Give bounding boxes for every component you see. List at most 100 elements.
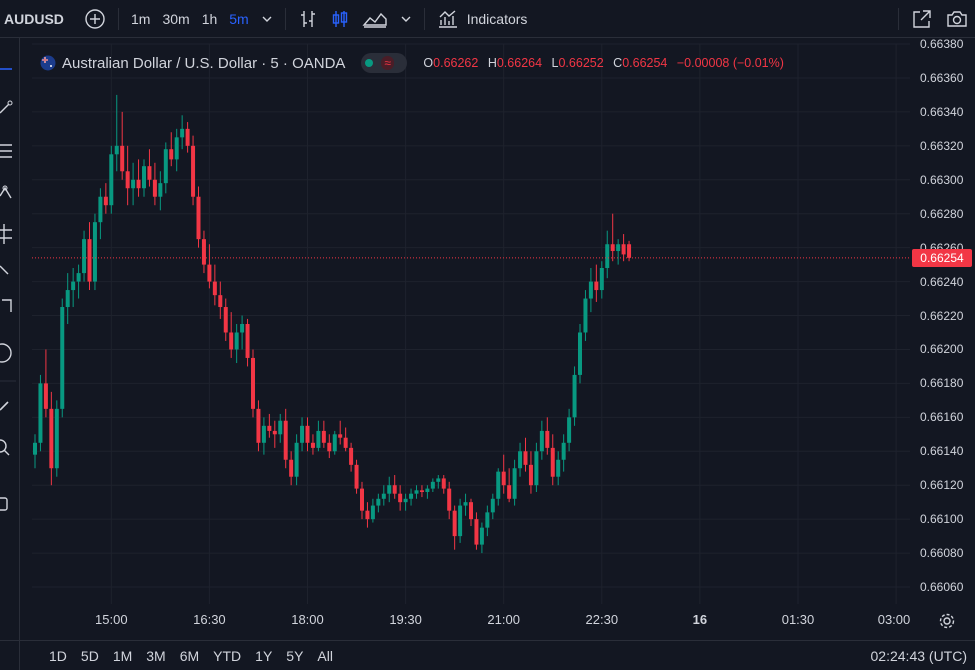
candle [180,115,185,150]
range-1m[interactable]: 1M [112,647,133,664]
interval-1m[interactable]: 1m [131,10,151,27]
candle [479,522,484,554]
candle [300,417,305,452]
candle [360,481,364,520]
chevron-down-icon[interactable] [255,0,279,38]
price-chart[interactable] [0,0,975,640]
range-3m[interactable]: 3M [146,647,166,664]
candle [343,427,348,452]
time-tick-label: 22:30 [585,612,619,627]
candle [469,498,473,526]
range-all[interactable]: All [317,647,333,664]
candle [441,475,446,494]
bottom-toolbar: 1D 5D 1M 3M 6M YTD 1Y 5Y All 02:24:43 (U… [0,640,975,670]
fullscreen-icon[interactable] [905,0,939,38]
candle [370,498,375,523]
time-tick-label: 18:00 [291,612,324,627]
chevron-down-icon[interactable] [394,0,418,38]
candle [316,420,321,452]
zoom-icon[interactable] [0,439,10,456]
candle [485,505,490,537]
interval-30m[interactable]: 30m [162,10,190,27]
au-flag-icon [40,55,56,71]
change-value: −0.00008 (−0.01%) [676,56,784,70]
candle [556,451,561,486]
candle [327,434,332,459]
candle [545,417,550,455]
candle-body [627,244,632,258]
candle-body [234,332,239,350]
candle-body [567,417,572,443]
candle [490,493,495,520]
price-tick-label: 0.66280 [920,206,964,221]
time-axis[interactable]: 15:00 16:30 18:00 19:30 21:00 22:30 16 01:30 03:… [32,604,910,634]
time-tick-label: 01:30 [781,612,815,627]
candle-body [54,408,59,469]
camera-icon[interactable] [939,0,975,38]
lock-icon[interactable] [0,497,8,511]
candle [240,315,245,350]
candle-body [441,478,446,489]
interval-5m[interactable]: 5m [229,10,249,27]
bar-chart-icon[interactable] [292,0,324,38]
symbol-search[interactable]: AUDUSD [4,10,64,27]
candle [196,186,201,248]
emoji-icon[interactable] [0,343,12,363]
add-symbol-icon[interactable] [78,0,112,38]
candle [550,434,555,486]
indicators-button[interactable]: Indicators [466,10,528,27]
candle [43,349,48,418]
candle-body [272,430,277,435]
settings-gear-icon[interactable] [938,612,956,630]
candle [234,324,239,364]
brush-icon[interactable] [0,265,9,275]
projection-icon[interactable] [0,224,12,244]
candle [518,442,523,477]
text-icon[interactable] [2,299,12,312]
high-value: 0.66264 [496,56,543,70]
candle [163,142,168,194]
candle [349,442,354,472]
candle-body [474,519,479,545]
candle-body [332,434,337,452]
utc-clock[interactable]: 02:24:43 (UTC) [870,647,967,664]
candle-body [147,166,152,180]
range-5y[interactable]: 5Y [286,647,304,664]
candle-body [174,137,179,160]
candle [512,459,517,506]
candle [387,476,392,503]
candles [33,94,632,554]
candle [534,442,539,492]
candle [578,324,582,384]
market-status-pill[interactable]: ≈ [361,53,408,73]
time-tick-label: 15:00 [95,612,128,627]
current-price-tag: 0.66254 [912,248,972,267]
indicators-icon[interactable] [431,0,465,38]
candle-body [251,357,255,409]
range-1d[interactable]: 1D [49,647,67,664]
candle-body [163,149,168,184]
range-ytd[interactable]: YTD [213,647,242,664]
range-5d[interactable]: 5D [80,647,99,664]
trend-line-icon[interactable] [0,100,13,114]
candles-icon[interactable] [324,0,356,38]
candle [539,420,544,460]
candle-body [261,425,266,443]
price-axis[interactable]: 0.66060 0.66080 0.66100 0.66120 0.66140 0.661… [910,37,975,638]
area-chart-icon[interactable] [356,0,394,38]
candle-body [572,374,577,418]
low-value: 0.66252 [558,56,604,70]
fib-icon[interactable] [0,144,12,158]
candle-body [518,451,523,469]
candle [621,234,626,262]
range-6m[interactable]: 6M [179,647,200,664]
candle [447,481,452,520]
candle-body [409,493,414,499]
candle [169,132,174,167]
ruler-icon[interactable] [0,401,9,411]
pattern-icon[interactable] [0,185,12,199]
range-1y[interactable]: 1Y [255,647,273,664]
price-tick-label: 0.66300 [920,172,964,187]
candle-body [452,510,457,537]
interval-1h[interactable]: 1h [201,10,218,27]
